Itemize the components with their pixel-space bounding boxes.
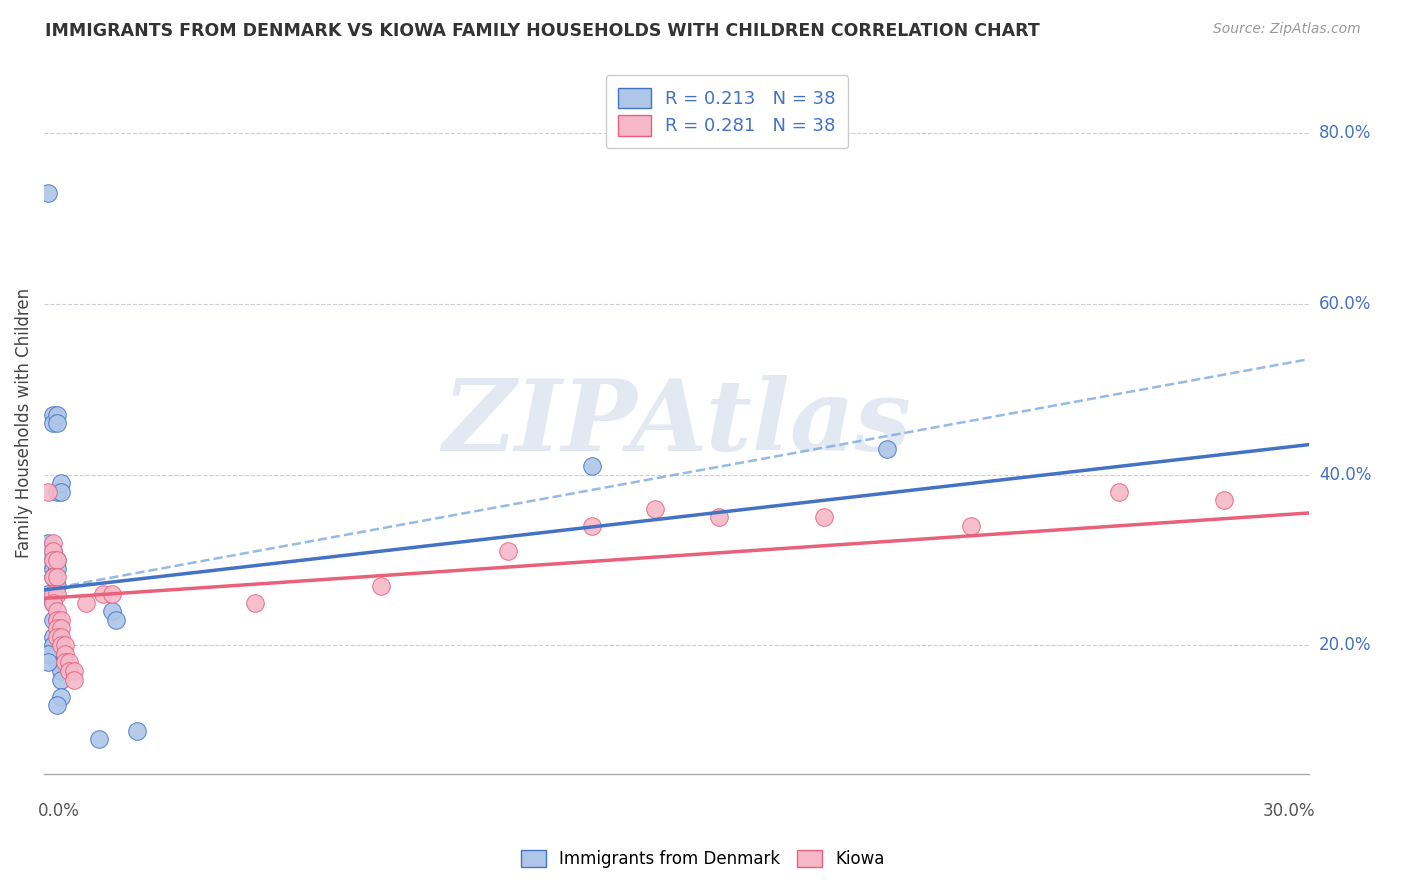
Point bbox=[45, 578, 67, 592]
Text: 60.0%: 60.0% bbox=[1319, 294, 1371, 313]
Point bbox=[581, 518, 603, 533]
Point bbox=[100, 604, 122, 618]
Point bbox=[49, 630, 72, 644]
Point bbox=[37, 647, 59, 661]
Text: 40.0%: 40.0% bbox=[1319, 466, 1371, 483]
Point bbox=[45, 553, 67, 567]
Point bbox=[58, 664, 80, 678]
Point bbox=[49, 673, 72, 687]
Point bbox=[45, 484, 67, 499]
Point bbox=[876, 442, 898, 456]
Text: 80.0%: 80.0% bbox=[1319, 124, 1371, 142]
Point bbox=[41, 417, 63, 431]
Point bbox=[41, 553, 63, 567]
Legend: Immigrants from Denmark, Kiowa: Immigrants from Denmark, Kiowa bbox=[515, 843, 891, 875]
Point bbox=[370, 578, 392, 592]
Point bbox=[37, 544, 59, 558]
Point bbox=[41, 587, 63, 601]
Point bbox=[49, 639, 72, 653]
Point bbox=[45, 698, 67, 713]
Point bbox=[496, 544, 519, 558]
Point bbox=[75, 596, 97, 610]
Point bbox=[45, 570, 67, 584]
Point bbox=[91, 587, 114, 601]
Point bbox=[41, 596, 63, 610]
Point bbox=[960, 518, 983, 533]
Point bbox=[41, 536, 63, 550]
Text: Source: ZipAtlas.com: Source: ZipAtlas.com bbox=[1213, 22, 1361, 37]
Point bbox=[581, 458, 603, 473]
Point bbox=[41, 613, 63, 627]
Point bbox=[49, 613, 72, 627]
Point bbox=[37, 484, 59, 499]
Point bbox=[41, 570, 63, 584]
Legend: R = 0.213   N = 38, R = 0.281   N = 38: R = 0.213 N = 38, R = 0.281 N = 38 bbox=[606, 75, 848, 148]
Point bbox=[49, 621, 72, 635]
Point bbox=[41, 639, 63, 653]
Point bbox=[243, 596, 266, 610]
Point bbox=[1213, 493, 1236, 508]
Point bbox=[53, 639, 76, 653]
Point bbox=[45, 621, 67, 635]
Point bbox=[45, 417, 67, 431]
Point bbox=[104, 613, 127, 627]
Point bbox=[53, 647, 76, 661]
Point bbox=[45, 613, 67, 627]
Point bbox=[644, 501, 666, 516]
Text: 30.0%: 30.0% bbox=[1263, 802, 1315, 820]
Text: 0.0%: 0.0% bbox=[38, 802, 80, 820]
Point bbox=[49, 690, 72, 704]
Point bbox=[45, 553, 67, 567]
Point bbox=[53, 656, 76, 670]
Point bbox=[41, 570, 63, 584]
Point bbox=[87, 732, 110, 747]
Point bbox=[45, 630, 67, 644]
Point bbox=[45, 408, 67, 422]
Point bbox=[41, 561, 63, 575]
Point bbox=[45, 656, 67, 670]
Point bbox=[62, 673, 84, 687]
Point bbox=[813, 510, 835, 524]
Point bbox=[37, 536, 59, 550]
Point bbox=[37, 553, 59, 567]
Point bbox=[49, 484, 72, 499]
Point bbox=[41, 553, 63, 567]
Point bbox=[45, 561, 67, 575]
Point bbox=[100, 587, 122, 601]
Point bbox=[45, 647, 67, 661]
Point bbox=[45, 613, 67, 627]
Point bbox=[37, 656, 59, 670]
Point bbox=[58, 656, 80, 670]
Point bbox=[41, 596, 63, 610]
Point bbox=[125, 723, 148, 738]
Point bbox=[41, 630, 63, 644]
Point bbox=[37, 587, 59, 601]
Point bbox=[41, 408, 63, 422]
Text: ZIPAtlas: ZIPAtlas bbox=[441, 375, 911, 472]
Point bbox=[45, 587, 67, 601]
Y-axis label: Family Households with Children: Family Households with Children bbox=[15, 288, 32, 558]
Point bbox=[41, 544, 63, 558]
Point bbox=[49, 664, 72, 678]
Point bbox=[45, 604, 67, 618]
Point bbox=[41, 544, 63, 558]
Point bbox=[707, 510, 730, 524]
Text: 20.0%: 20.0% bbox=[1319, 636, 1371, 655]
Point bbox=[62, 664, 84, 678]
Point bbox=[49, 476, 72, 491]
Text: IMMIGRANTS FROM DENMARK VS KIOWA FAMILY HOUSEHOLDS WITH CHILDREN CORRELATION CHA: IMMIGRANTS FROM DENMARK VS KIOWA FAMILY … bbox=[45, 22, 1040, 40]
Point bbox=[1108, 484, 1130, 499]
Point bbox=[37, 186, 59, 200]
